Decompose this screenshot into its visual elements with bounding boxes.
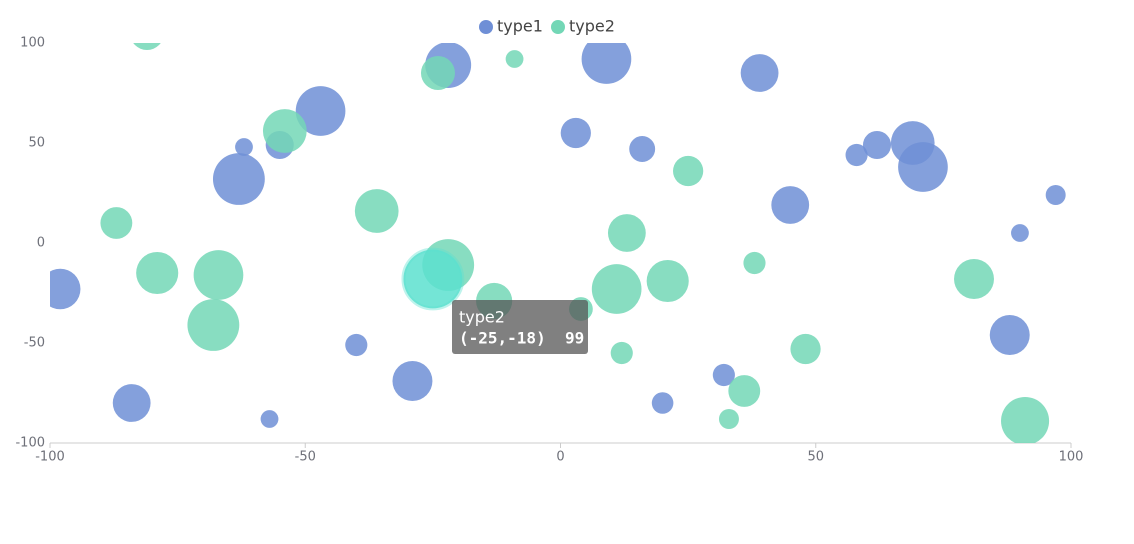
- bubble[interactable]: [728, 375, 761, 407]
- bubble[interactable]: [1045, 185, 1066, 205]
- bubble[interactable]: [610, 341, 633, 365]
- bubble[interactable]: [212, 153, 265, 205]
- bubble[interactable]: [607, 214, 646, 252]
- bubble[interactable]: [1001, 396, 1050, 445]
- legend: type1 type2: [479, 17, 615, 36]
- bubble[interactable]: [651, 392, 674, 414]
- bubble[interactable]: [862, 130, 892, 160]
- bubble[interactable]: [40, 268, 81, 310]
- bubble[interactable]: [581, 34, 632, 84]
- bubble[interactable]: [354, 189, 399, 233]
- x-tick-label: -50: [295, 450, 316, 465]
- bubble[interactable]: [1011, 224, 1029, 242]
- tooltip-title: type2: [459, 308, 505, 327]
- bubble[interactable]: [989, 315, 1030, 355]
- bubble[interactable]: [392, 361, 433, 401]
- y-tick-label: -50: [24, 336, 45, 351]
- x-tick-label: 50: [807, 450, 824, 465]
- bubble[interactable]: [898, 142, 948, 192]
- tooltip: type2 (-25,-18) 99: [452, 300, 588, 354]
- bubble[interactable]: [130, 16, 164, 51]
- x-tick-label: -100: [35, 450, 65, 465]
- bubble[interactable]: [673, 155, 704, 187]
- x-tick-label: 0: [556, 450, 564, 465]
- grid: -100 -50 0 50 100 -100 -50 0 50 100: [15, 36, 1083, 465]
- legend-marker: [479, 20, 493, 34]
- bubble[interactable]: [401, 247, 465, 311]
- bubble[interactable]: [262, 109, 307, 153]
- legend-text[interactable]: type1: [497, 17, 543, 36]
- plot-area: [40, 16, 1066, 445]
- bubble[interactable]: [712, 363, 735, 387]
- bubble[interactable]: [629, 136, 656, 162]
- bubble[interactable]: [743, 251, 766, 275]
- bubble[interactable]: [771, 186, 810, 224]
- bubble[interactable]: [560, 117, 591, 149]
- bubble[interactable]: [718, 409, 739, 429]
- y-tick-label: -100: [15, 436, 45, 451]
- y-tick-label: 100: [20, 36, 45, 51]
- tooltip-value: (-25,-18) 99: [459, 329, 584, 348]
- bubble[interactable]: [235, 138, 253, 156]
- bubble[interactable]: [790, 333, 821, 365]
- bubble[interactable]: [112, 384, 151, 422]
- bubble[interactable]: [187, 299, 240, 351]
- bubble[interactable]: [193, 250, 244, 300]
- bubble[interactable]: [100, 207, 133, 239]
- bubble[interactable]: [646, 259, 689, 303]
- bubble[interactable]: [505, 50, 524, 68]
- x-tick-label: 100: [1059, 450, 1084, 465]
- bubble[interactable]: [954, 259, 994, 299]
- bubble[interactable]: [136, 251, 179, 295]
- bubble[interactable]: [740, 54, 779, 92]
- y-tick-label: 50: [28, 136, 45, 151]
- tooltip-box: [452, 300, 588, 354]
- legend-marker: [551, 20, 565, 34]
- bubble[interactable]: [845, 143, 868, 167]
- bubble[interactable]: [260, 410, 279, 428]
- bubble[interactable]: [591, 264, 642, 314]
- y-tick-label: 0: [37, 236, 45, 251]
- bubble[interactable]: [420, 55, 455, 91]
- legend-text[interactable]: type2: [569, 17, 615, 36]
- bubble[interactable]: [345, 333, 368, 357]
- bubble[interactable]: [295, 86, 346, 136]
